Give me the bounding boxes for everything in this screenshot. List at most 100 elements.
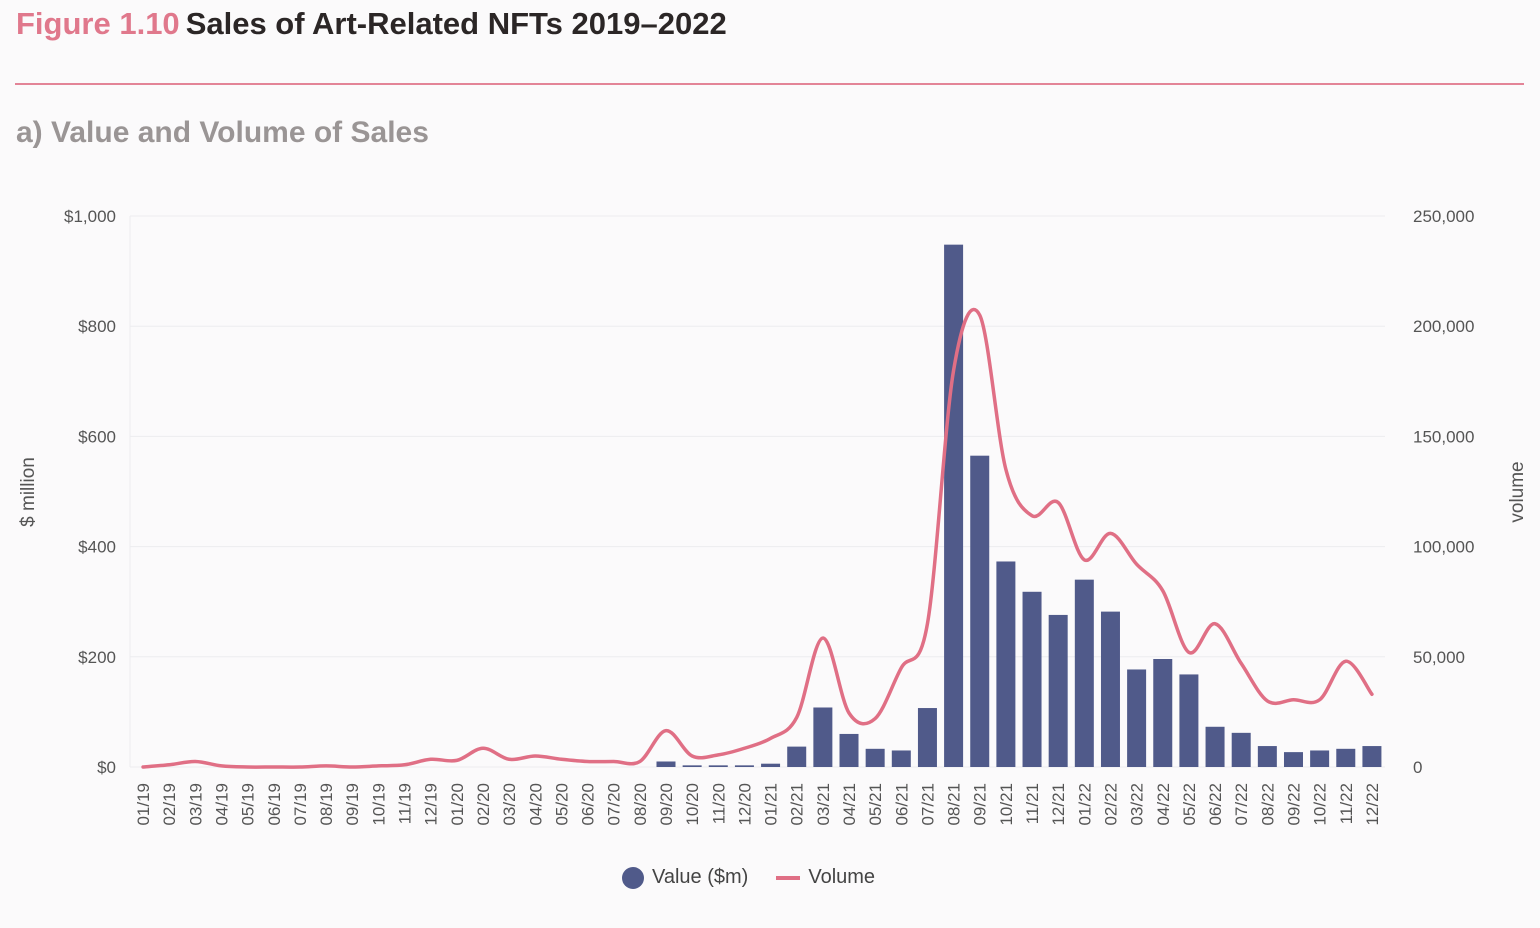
x-tick-label: 10/22 <box>1311 783 1330 826</box>
value-bar <box>813 707 833 767</box>
x-tick-label: 06/22 <box>1206 783 1225 826</box>
legend-volume-marker <box>776 875 801 880</box>
value-bar <box>1310 750 1330 767</box>
x-tick-label: 07/22 <box>1232 783 1251 826</box>
x-tick-label: 12/22 <box>1363 783 1382 826</box>
y-left-tick-label: $800 <box>78 317 116 336</box>
figure-title: Figure 1.10 Sales of Art-Related NFTs 201… <box>16 6 727 42</box>
x-tick-label: 08/19 <box>317 783 336 826</box>
y-right-tick-label: 250,000 <box>1413 207 1474 226</box>
x-tick-label: 04/20 <box>526 783 545 826</box>
x-tick-label: 04/22 <box>1154 783 1173 826</box>
x-axis-ticks: 01/19 02/19 03/19 04/19 05/19 06/19 07/19 08/19… <box>134 783 1382 826</box>
x-tick-label: 09/21 <box>971 783 990 826</box>
value-bar <box>1100 611 1120 767</box>
value-bar <box>1022 591 1042 767</box>
value-bar <box>917 708 937 767</box>
x-tick-label: 12/21 <box>1049 783 1068 826</box>
chart-subtitle: a) Value and Volume of Sales <box>16 116 429 149</box>
x-tick-label: 07/19 <box>291 783 310 826</box>
gridlines <box>129 215 1385 768</box>
x-tick-label: 05/21 <box>866 783 885 826</box>
y-left-tick-label: $0 <box>97 758 116 777</box>
y-right-tick-label: 150,000 <box>1413 427 1474 446</box>
y-left-axis-title: $ million <box>18 457 39 527</box>
legend: Value ($m) Volume <box>622 866 875 889</box>
x-tick-label: 12/20 <box>735 783 754 826</box>
volume-line <box>141 307 1374 769</box>
x-tick-label: 08/21 <box>945 783 964 826</box>
value-bar <box>1048 614 1068 767</box>
x-tick-label: 05/20 <box>552 783 571 826</box>
x-tick-label: 03/22 <box>1128 783 1147 826</box>
value-bar <box>1362 746 1382 767</box>
x-tick-label: 01/20 <box>448 783 467 826</box>
y-left-tick-label: $1,000 <box>64 207 116 226</box>
y-left-tick-label: $200 <box>78 648 116 667</box>
y-right-tick-label: 200,000 <box>1413 317 1474 336</box>
value-bar <box>1153 659 1173 767</box>
x-tick-label: 10/20 <box>683 783 702 826</box>
value-bar <box>656 761 676 767</box>
x-tick-label: 11/20 <box>709 783 728 824</box>
x-tick-label: 09/20 <box>657 783 676 826</box>
value-bar <box>761 763 781 767</box>
value-bar <box>1074 579 1094 767</box>
x-tick-label: 05/19 <box>239 783 258 826</box>
x-tick-label: 08/22 <box>1258 783 1277 826</box>
x-tick-label: 03/21 <box>814 783 833 826</box>
legend-volume-label: Volume <box>808 866 876 888</box>
x-tick-label: 02/19 <box>160 783 179 826</box>
x-tick-label: 11/19 <box>396 783 415 824</box>
x-tick-label: 01/21 <box>762 783 781 826</box>
y-right-tick-label: 50,000 <box>1413 648 1465 667</box>
y-left-tick-label: $600 <box>78 427 116 446</box>
value-bar <box>1231 732 1251 767</box>
x-tick-label: 01/19 <box>134 783 153 826</box>
value-bar <box>682 765 702 767</box>
value-bar <box>708 765 728 767</box>
x-tick-label: 04/19 <box>213 783 232 826</box>
x-tick-label: 08/20 <box>631 783 650 826</box>
volume-line-group <box>141 307 1374 769</box>
x-tick-label: 09/19 <box>343 783 362 826</box>
y-right-tick-label: 100,000 <box>1413 538 1474 557</box>
x-tick-label: 10/21 <box>997 783 1016 826</box>
title-divider <box>15 83 1524 85</box>
value-bar <box>1336 748 1356 767</box>
x-tick-label: 06/21 <box>892 783 911 826</box>
value-bar <box>1283 752 1303 767</box>
y-right-axis-title: volume <box>1507 461 1528 522</box>
value-bar <box>865 748 885 767</box>
value-bar <box>970 455 990 767</box>
x-tick-label: 12/19 <box>422 783 441 826</box>
value-bar <box>1179 674 1199 767</box>
value-bar <box>734 765 754 767</box>
x-tick-label: 05/22 <box>1180 783 1199 826</box>
value-bar <box>891 750 911 767</box>
value-bar <box>1205 726 1225 767</box>
figure-number: Figure 1.10 <box>16 6 180 41</box>
x-tick-label: 06/19 <box>265 783 284 826</box>
figure-title-text: Sales of Art-Related NFTs 2019–2022 <box>185 6 727 41</box>
value-bar <box>944 244 964 768</box>
value-bar <box>996 561 1016 767</box>
x-tick-label: 11/21 <box>1023 783 1042 824</box>
value-bar <box>787 746 807 767</box>
x-tick-label: 03/20 <box>500 783 519 826</box>
x-tick-label: 06/20 <box>579 783 598 826</box>
x-tick-label: 02/22 <box>1101 783 1120 826</box>
right-axis-ticks: 0 50,000 100,000 150,000 200,000 250,000 <box>1413 207 1474 777</box>
x-tick-label: 03/19 <box>186 783 205 826</box>
x-tick-label: 01/22 <box>1075 783 1094 826</box>
value-bar <box>1127 669 1147 767</box>
x-tick-label: 09/22 <box>1284 783 1303 826</box>
value-bar <box>839 733 859 767</box>
y-right-tick-label: 0 <box>1413 758 1422 777</box>
x-tick-label: 11/22 <box>1337 783 1356 824</box>
x-tick-label: 07/20 <box>605 783 624 826</box>
x-tick-label: 02/20 <box>474 783 493 826</box>
x-tick-label: 10/19 <box>369 783 388 826</box>
legend-value-marker <box>622 866 644 889</box>
